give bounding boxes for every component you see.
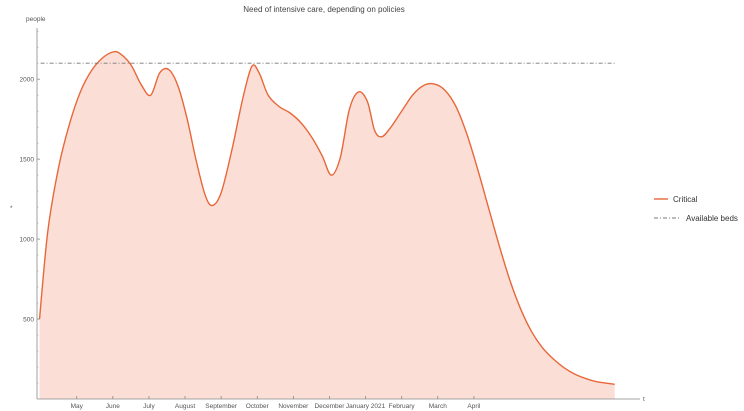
x-tick-label: August	[175, 403, 195, 410]
x-tick-label: March	[429, 403, 447, 410]
x-tick-label: November	[278, 403, 309, 410]
critical-series-line	[38, 50, 615, 385]
y-axis-unit-label: people	[26, 16, 46, 23]
y-tick-label: 2000	[20, 77, 35, 84]
x-tick-label: February	[389, 403, 416, 410]
y-axis-marker: *	[10, 205, 13, 212]
x-tick-label: January 2021	[346, 403, 386, 410]
plot-area	[38, 50, 615, 399]
legend-critical-label: Critical	[673, 195, 698, 204]
y-tick-label: 500	[23, 317, 34, 324]
y-tick-label: 1500	[20, 157, 35, 164]
x-tick-label: December	[314, 403, 345, 410]
x-tick-label: April	[467, 403, 481, 410]
legend: Critical Available beds	[654, 195, 738, 223]
y-tick-label: 1000	[20, 237, 35, 244]
x-tick-label: October	[246, 403, 270, 410]
chart-title: Need of intensive care, depending on pol…	[243, 5, 404, 14]
x-ticks: May June July August September October Novembe…	[71, 396, 481, 410]
x-tick-label: May	[71, 403, 84, 410]
legend-item-available-beds: Available beds	[654, 214, 738, 223]
x-tick-label: September	[205, 403, 238, 410]
x-tick-label: June	[106, 403, 120, 410]
x-tick-label: July	[143, 403, 155, 410]
legend-item-critical: Critical	[654, 195, 698, 204]
x-axis-end-label: t	[643, 396, 645, 403]
critical-series-area	[39, 51, 615, 399]
legend-beds-label: Available beds	[686, 214, 738, 223]
y-ticks: 500 1000 1500 2000	[20, 30, 40, 384]
